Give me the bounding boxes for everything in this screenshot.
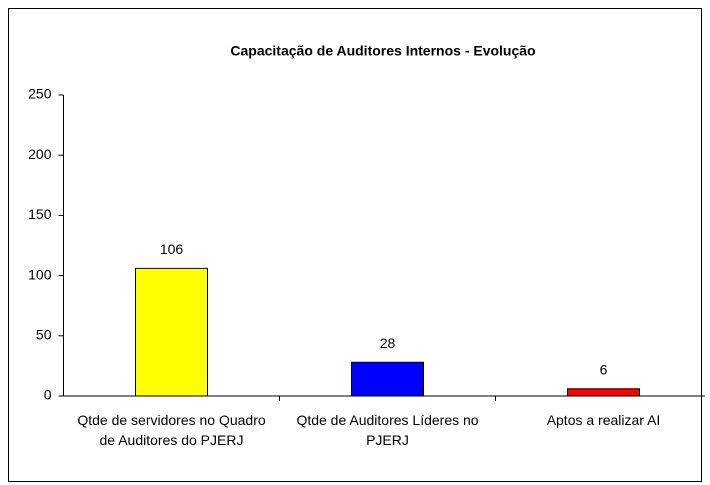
y-tick-label: 200 [28,146,52,162]
y-tick-label: 50 [36,327,52,343]
bar [351,361,424,397]
y-tick-label: 150 [28,206,52,222]
chart-title: Capacitação de Auditores Internos - Evol… [230,43,535,59]
data-label: 6 [600,361,608,377]
y-tick-label: 100 [28,266,52,282]
bar [567,388,640,397]
data-label: 28 [380,335,396,351]
y-tick-label: 250 [28,86,52,102]
x-tick-label: Qtde de Auditores Líderes no PJERJ [296,412,479,448]
x-tick-label: Aptos a realizar AI [546,412,661,428]
bar [135,267,208,397]
y-tick-label: 0 [44,387,52,403]
data-label: 106 [160,241,184,257]
x-tick-label: Qtde de servidores no Quadro de Auditore… [77,412,266,448]
chart-frame [8,8,702,482]
